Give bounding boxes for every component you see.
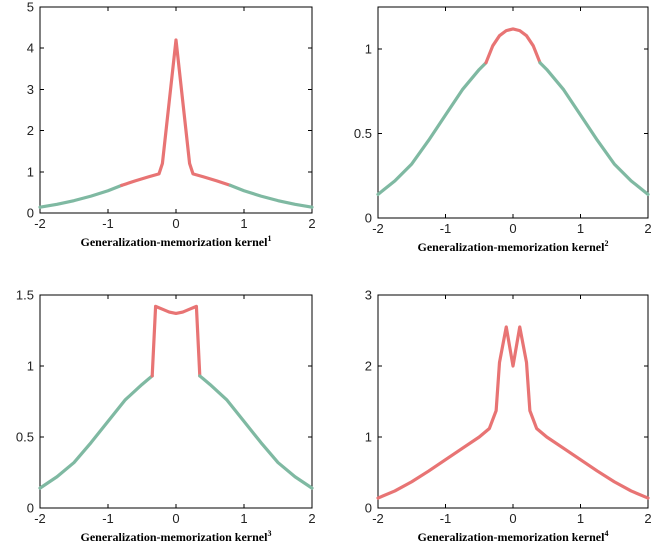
x-axis-label: Generalization-memorization kernel3 [81, 529, 272, 544]
x-axis-label-superscript: 3 [267, 529, 271, 538]
memorization-segment [150, 304, 202, 378]
x-axis-label-text: Generalization-memorization kernel [81, 235, 269, 249]
y-tick-label: 0 [365, 501, 372, 516]
y-tick-label: 0 [27, 206, 34, 221]
y-tick-label: 3 [27, 82, 34, 97]
x-tick-label: 0 [509, 221, 516, 236]
x-axis-label-superscript: 1 [267, 234, 271, 243]
generalization-segment [538, 61, 650, 196]
generalization-segment [228, 183, 314, 209]
y-tick-label: 1 [27, 164, 34, 179]
y-tick-label: 0.5 [16, 430, 34, 445]
x-axis-label: Generalization-memorization kernel2 [418, 239, 609, 254]
x-tick-label: 2 [644, 511, 651, 526]
x-tick-label: 0 [172, 511, 179, 526]
memorization-segment [484, 27, 542, 65]
y-tick-label: 1.5 [16, 288, 34, 303]
x-tick-label: 0 [509, 511, 516, 526]
y-tick-label: 1 [365, 42, 372, 57]
chart-panel-1: -2 -1 0 1 2 0 1 2 3 4 5 Generalization-memorization… [27, 0, 316, 249]
x-tick-label: 0 [172, 216, 179, 231]
y-tick-label: 4 [27, 41, 34, 56]
memorization-segment [376, 325, 650, 500]
generalization-segment [38, 183, 124, 209]
y-tick-label: 2 [27, 123, 34, 138]
y-tick-label: 0 [27, 501, 34, 516]
x-tick-label: 2 [308, 216, 315, 231]
generalization-segment [198, 374, 314, 490]
y-tick-label: 1 [27, 359, 34, 374]
y-tick-label: 1 [365, 430, 372, 445]
x-tick-label: -1 [102, 511, 114, 526]
x-tick-label: 1 [577, 221, 584, 236]
x-tick-label: 2 [644, 221, 651, 236]
memorization-segment [120, 38, 232, 187]
chart-panel-4: -2 -1 0 1 2 0 1 2 3 Generalization-memorization k… [365, 288, 652, 545]
x-tick-label: -2 [372, 221, 384, 236]
chart-panel-2: -2 -1 0 1 2 0 0.5 1 Generalization-memorization … [354, 6, 652, 254]
x-tick-label: -2 [34, 216, 46, 231]
x-axis-label-superscript: 2 [604, 239, 608, 248]
chart-panel-3: -2 -1 0 1 2 0 0.5 1 1.5 Generalization-memorizati… [16, 288, 316, 545]
plot-area-frame [39, 6, 313, 214]
x-tick-label: -2 [372, 511, 384, 526]
plot-area-frame [39, 294, 313, 509]
x-tick-label: 2 [308, 511, 315, 526]
generalization-segment [38, 374, 154, 490]
generalization-segment [376, 61, 488, 196]
y-tick-label: 0 [365, 211, 372, 226]
y-tick-label: 0.5 [354, 126, 372, 141]
x-tick-label: -1 [440, 511, 452, 526]
x-axis-label-text: Generalization-memorization kernel [418, 530, 606, 544]
plot-area-frame [377, 6, 649, 219]
x-axis-label: Generalization-memorization kernel1 [81, 234, 272, 249]
x-tick-label: -2 [34, 511, 46, 526]
x-tick-label: -1 [440, 221, 452, 236]
x-axis-label-superscript: 4 [604, 529, 608, 538]
x-tick-label: 1 [240, 511, 247, 526]
x-axis-label: Generalization-memorization kernel4 [418, 529, 609, 544]
x-tick-label: -1 [102, 216, 114, 231]
x-tick-label: 1 [240, 216, 247, 231]
y-tick-label: 5 [27, 0, 34, 15]
x-axis-label-text: Generalization-memorization kernel [418, 240, 606, 254]
y-tick-label: 2 [365, 359, 372, 374]
x-axis-label-text: Generalization-memorization kernel [81, 530, 269, 544]
y-tick-label: 3 [365, 288, 372, 303]
x-tick-label: 1 [577, 511, 584, 526]
